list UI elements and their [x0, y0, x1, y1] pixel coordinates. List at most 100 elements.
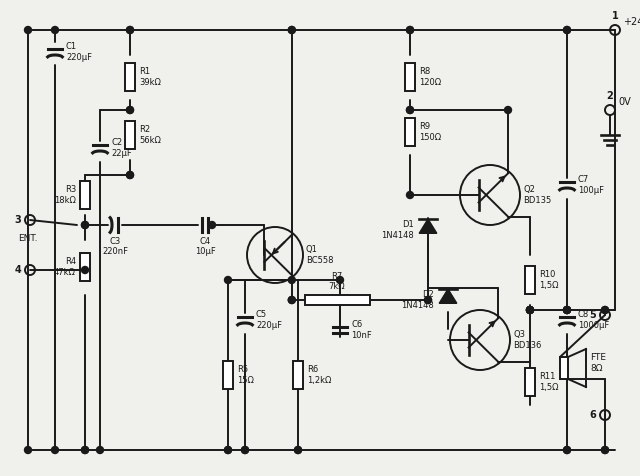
Text: R1
39kΩ: R1 39kΩ: [139, 67, 161, 87]
Text: R3
18kΩ: R3 18kΩ: [54, 185, 76, 205]
Bar: [305, 295, 369, 305]
Text: R6
1,2kΩ: R6 1,2kΩ: [307, 365, 332, 385]
Circle shape: [81, 221, 88, 228]
Circle shape: [563, 307, 570, 314]
Circle shape: [563, 446, 570, 454]
Circle shape: [602, 446, 609, 454]
Circle shape: [24, 27, 31, 33]
Circle shape: [288, 27, 295, 33]
Text: R11
1,5Ω: R11 1,5Ω: [539, 372, 559, 392]
Circle shape: [127, 171, 134, 178]
Bar: [405, 63, 415, 91]
Bar: [125, 121, 135, 149]
Text: 0V: 0V: [618, 97, 631, 107]
Text: R9
150Ω: R9 150Ω: [419, 122, 441, 142]
Circle shape: [288, 297, 295, 304]
Text: Q1
BC558: Q1 BC558: [306, 245, 333, 265]
Circle shape: [127, 107, 134, 113]
Circle shape: [406, 107, 413, 113]
Circle shape: [241, 446, 248, 454]
Bar: [525, 368, 535, 396]
Text: 5: 5: [589, 310, 596, 320]
Text: D2
1N4148: D2 1N4148: [401, 290, 434, 310]
Text: Q2
BD135: Q2 BD135: [523, 185, 551, 205]
Circle shape: [527, 307, 534, 314]
Text: FTE
8Ω: FTE 8Ω: [590, 353, 606, 373]
Circle shape: [225, 446, 232, 454]
Polygon shape: [419, 219, 437, 233]
Circle shape: [209, 221, 216, 228]
Text: R5
15Ω: R5 15Ω: [237, 365, 254, 385]
Text: C5
220μF: C5 220μF: [256, 310, 282, 330]
Circle shape: [406, 191, 413, 198]
Circle shape: [527, 307, 534, 314]
Circle shape: [406, 107, 413, 113]
Circle shape: [294, 446, 301, 454]
Text: D1
1N4148: D1 1N4148: [381, 220, 414, 240]
Text: +24V: +24V: [623, 17, 640, 27]
Bar: [125, 63, 135, 91]
Circle shape: [294, 446, 301, 454]
Circle shape: [288, 27, 295, 33]
Circle shape: [563, 27, 570, 33]
Circle shape: [288, 277, 295, 284]
Bar: [560, 357, 568, 379]
Circle shape: [563, 27, 570, 33]
Circle shape: [504, 107, 511, 113]
Circle shape: [406, 27, 413, 33]
Circle shape: [127, 27, 134, 33]
Circle shape: [225, 446, 232, 454]
Text: R10
1,5Ω: R10 1,5Ω: [539, 270, 559, 290]
Circle shape: [424, 297, 431, 304]
Circle shape: [127, 107, 134, 113]
Bar: [80, 253, 90, 281]
Circle shape: [127, 171, 134, 178]
Circle shape: [288, 297, 295, 304]
Circle shape: [563, 307, 570, 314]
Text: 2: 2: [607, 91, 613, 101]
Circle shape: [527, 307, 534, 314]
Text: C7
100μF: C7 100μF: [578, 175, 604, 195]
Text: 4: 4: [14, 265, 21, 275]
Circle shape: [97, 446, 104, 454]
Circle shape: [602, 307, 609, 314]
Circle shape: [81, 221, 88, 228]
Text: C6
10nF: C6 10nF: [351, 320, 372, 340]
Circle shape: [51, 27, 58, 33]
Circle shape: [337, 277, 344, 284]
Circle shape: [563, 307, 570, 314]
Text: R4
47kΩ: R4 47kΩ: [54, 258, 76, 277]
Circle shape: [81, 446, 88, 454]
Circle shape: [81, 446, 88, 454]
Text: Q3
BD136: Q3 BD136: [513, 330, 541, 350]
Circle shape: [527, 307, 534, 314]
Circle shape: [51, 446, 58, 454]
Text: 6: 6: [589, 410, 596, 420]
Bar: [405, 118, 415, 146]
Text: C2
22μF: C2 22μF: [111, 139, 132, 158]
Text: C3
220nF: C3 220nF: [102, 237, 128, 257]
Text: 3: 3: [14, 215, 21, 225]
Circle shape: [527, 307, 534, 314]
Circle shape: [24, 446, 31, 454]
Bar: [293, 361, 303, 389]
Text: R7
7kΩ: R7 7kΩ: [329, 272, 346, 291]
Bar: [80, 181, 90, 209]
Circle shape: [225, 277, 232, 284]
Circle shape: [127, 27, 134, 33]
Circle shape: [602, 446, 609, 454]
Text: R2
56kΩ: R2 56kΩ: [139, 125, 161, 145]
Text: 1: 1: [612, 11, 618, 21]
Text: R8
120Ω: R8 120Ω: [419, 67, 441, 87]
Bar: [223, 361, 233, 389]
Circle shape: [602, 307, 609, 314]
Circle shape: [563, 446, 570, 454]
Circle shape: [424, 297, 431, 304]
Text: ENT.: ENT.: [19, 234, 38, 243]
Bar: [525, 266, 535, 294]
Circle shape: [241, 446, 248, 454]
Circle shape: [406, 27, 413, 33]
Text: C1
220μF: C1 220μF: [66, 42, 92, 62]
Text: C8
1000μF: C8 1000μF: [578, 310, 609, 330]
Circle shape: [563, 307, 570, 314]
